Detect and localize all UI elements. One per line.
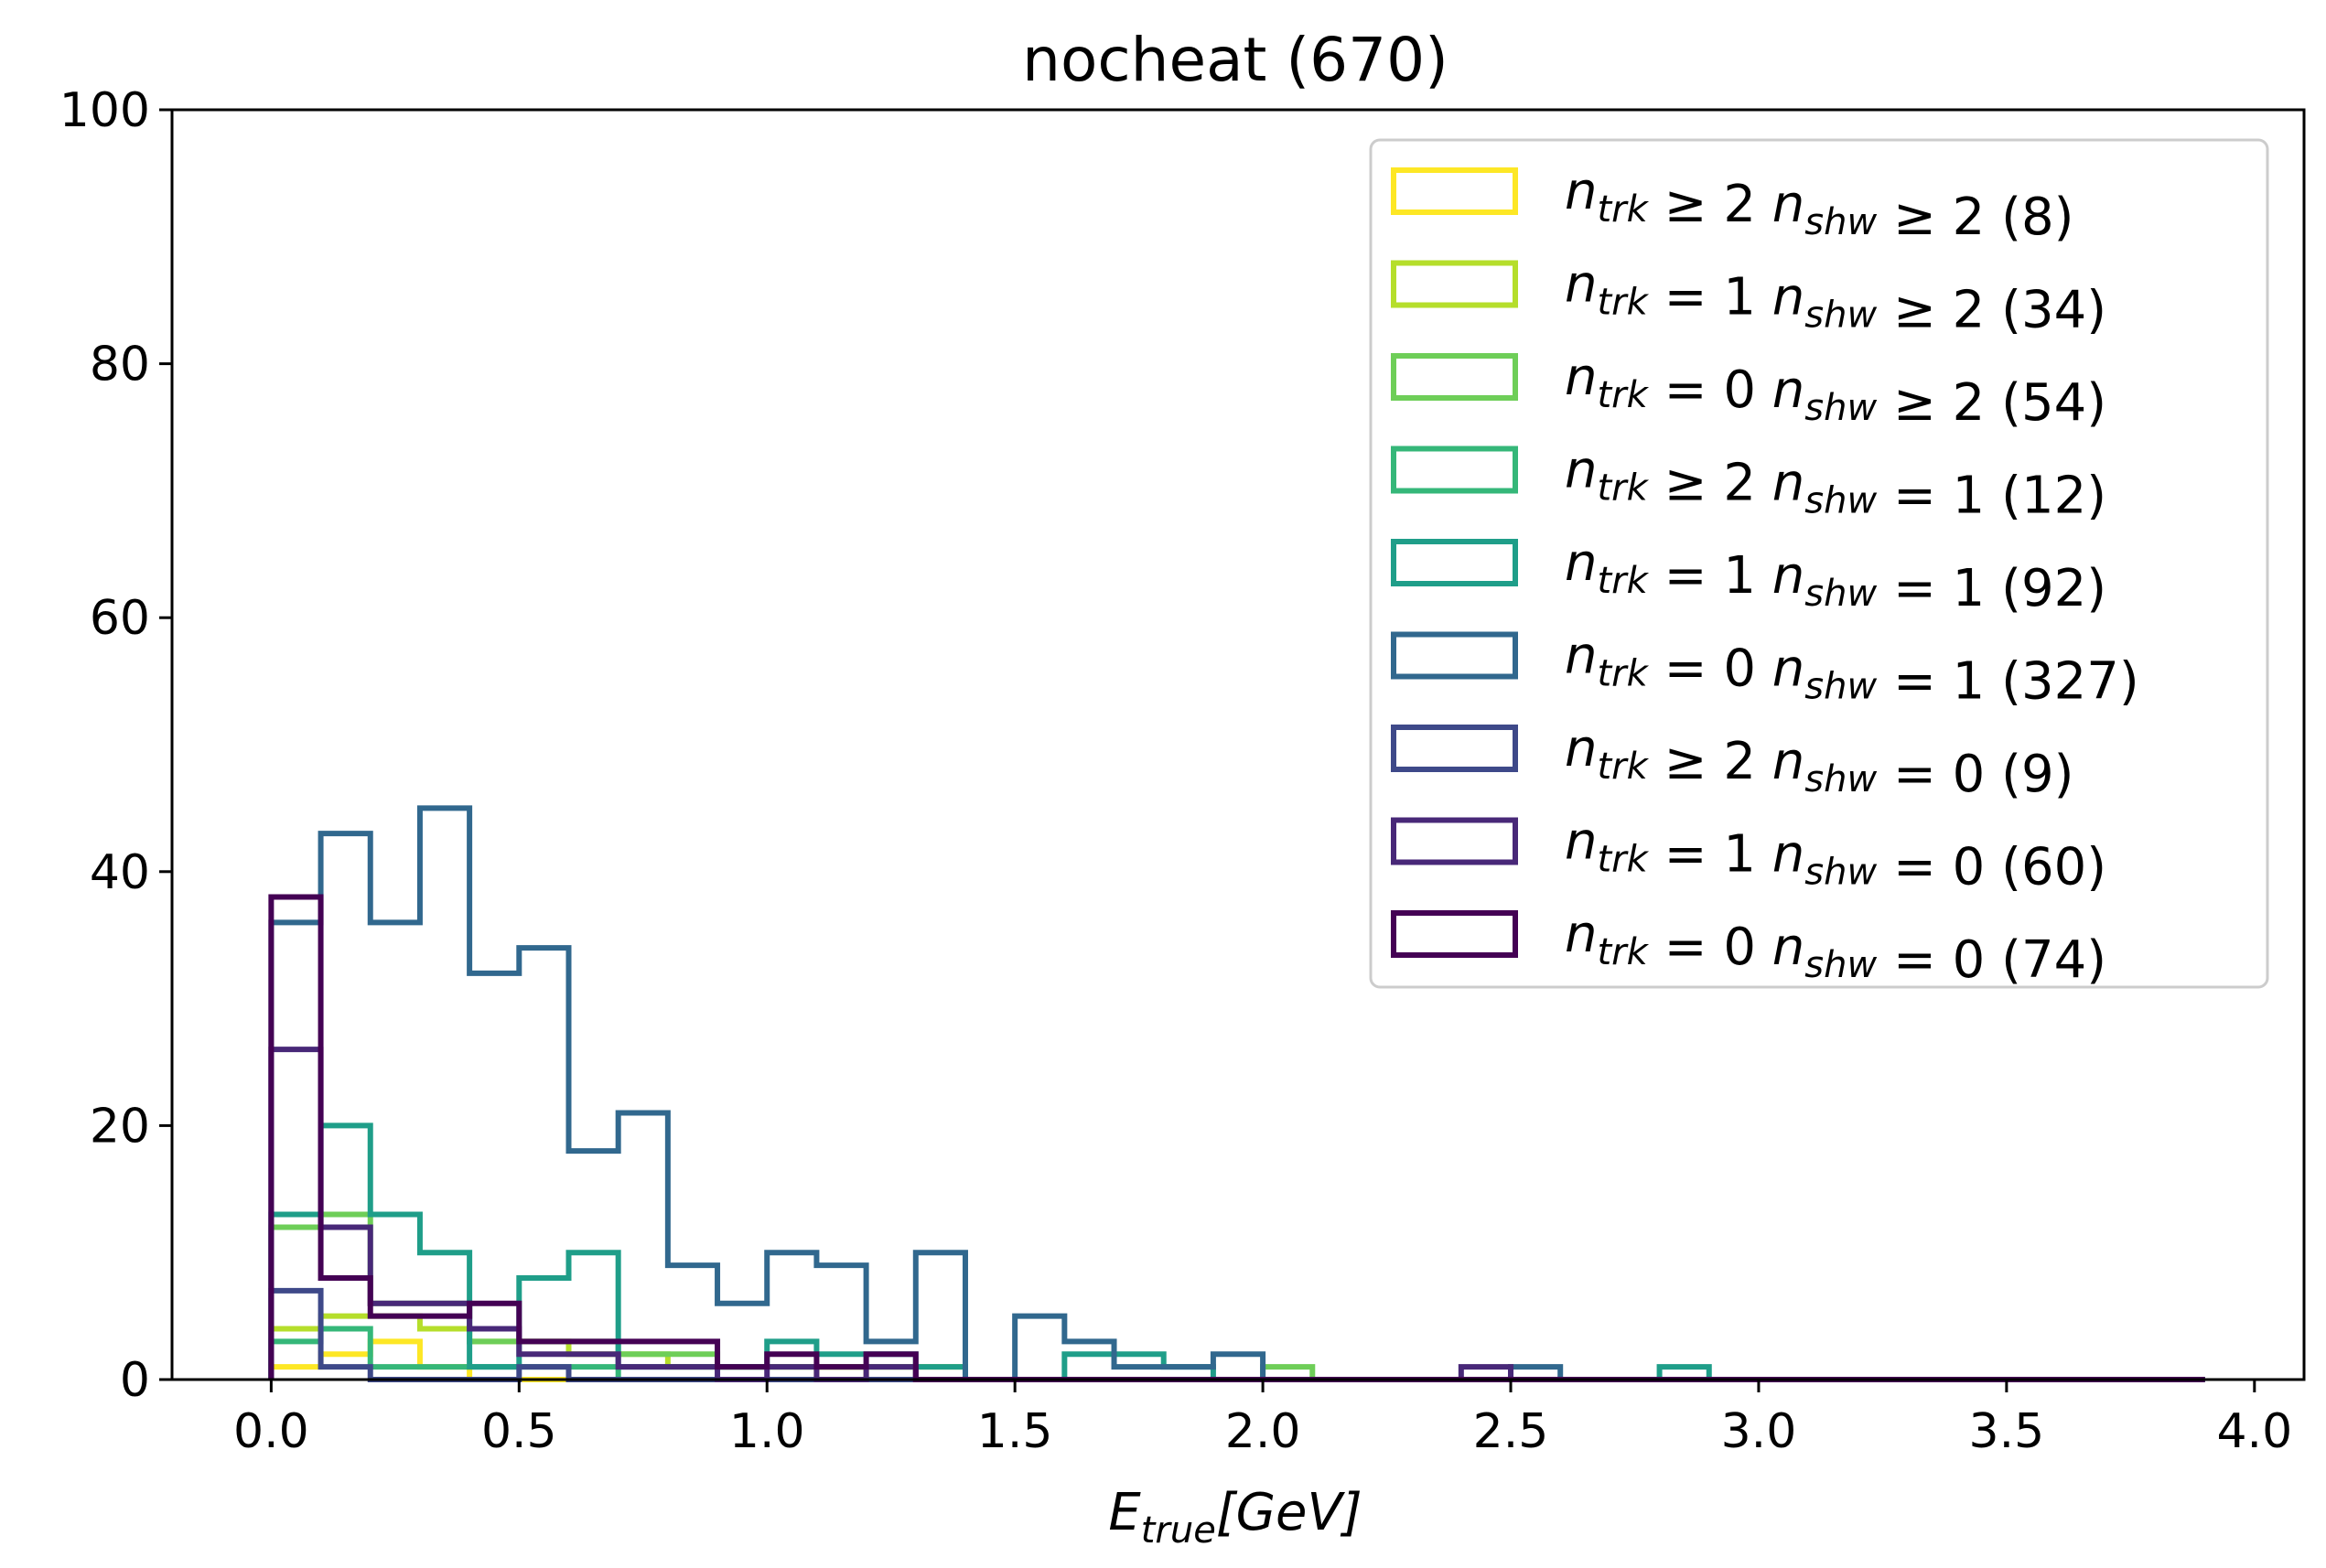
legend-swatch — [1391, 817, 1518, 865]
legend-frame — [1369, 138, 2269, 989]
x-axis-label-main: E — [1108, 1483, 1141, 1542]
x-tick-label: 0.0 — [233, 1404, 309, 1459]
legend-swatch — [1391, 910, 1518, 958]
x-tick-label: 1.5 — [977, 1404, 1053, 1459]
x-tick-label: 4.0 — [2216, 1404, 2292, 1459]
x-axis-label: Etrue[GeV] — [1108, 1483, 1362, 1552]
axes-frame — [170, 108, 2306, 1381]
chart-title: nocheat (670) — [1022, 25, 1448, 95]
x-axis-ticks: 0.0 0.5 1.0 1.5 2.0 2.5 3.0 3.5 4.0 — [233, 1380, 2292, 1459]
y-tick-label: 60 — [90, 591, 150, 646]
legend-entries: ntrk ≥ 2 nshw ≥ 2 (8)ntrk = 1 nshw ≥ 2 (… — [1391, 162, 2139, 990]
legend-swatch — [1391, 539, 1518, 586]
legend-swatch — [1391, 260, 1518, 308]
legend-label: ntrk ≥ 2 nshw = 1 (12) — [1565, 441, 2106, 526]
legend-label: ntrk = 1 nshw ≥ 2 (34) — [1565, 255, 2106, 340]
legend-label: ntrk = 0 nshw ≥ 2 (54) — [1565, 348, 2106, 433]
legend-swatch — [1391, 631, 1518, 680]
x-tick-label: 1.0 — [729, 1404, 805, 1459]
x-tick-label: 2.0 — [1225, 1404, 1301, 1459]
legend-swatch — [1391, 353, 1518, 401]
x-tick-label: 3.0 — [1721, 1404, 1797, 1459]
y-tick-label: 0 — [120, 1353, 150, 1408]
y-axis-ticks: 0 20 40 60 80 100 — [59, 83, 172, 1408]
y-tick-label: 80 — [90, 338, 150, 392]
x-tick-label: 0.5 — [481, 1404, 557, 1459]
x-axis-label-sub: true — [1141, 1509, 1216, 1552]
legend-label: ntrk = 1 nshw = 0 (60) — [1565, 812, 2106, 897]
legend-label: ntrk = 1 nshw = 1 (92) — [1565, 533, 2106, 618]
legend-label: ntrk ≥ 2 nshw = 0 (9) — [1565, 719, 2073, 804]
y-tick-label: 100 — [59, 83, 150, 138]
x-tick-label: 3.5 — [1969, 1404, 2045, 1459]
legend-swatch — [1391, 167, 1518, 215]
legend: ntrk ≥ 2 nshw ≥ 2 (8)ntrk = 1 nshw ≥ 2 (… — [1369, 138, 2269, 990]
legend-label: ntrk = 0 nshw = 0 (74) — [1565, 905, 2106, 990]
y-tick-label: 40 — [90, 845, 150, 900]
y-tick-label: 20 — [90, 1099, 150, 1154]
x-axis-label-tail: [GeV] — [1216, 1483, 1362, 1542]
legend-label: ntrk = 0 nshw = 1 (327) — [1565, 627, 2139, 712]
legend-label: ntrk ≥ 2 nshw ≥ 2 (8) — [1565, 162, 2073, 247]
legend-swatch — [1391, 725, 1518, 772]
legend-swatch — [1391, 446, 1518, 494]
x-tick-label: 2.5 — [1473, 1404, 1549, 1459]
